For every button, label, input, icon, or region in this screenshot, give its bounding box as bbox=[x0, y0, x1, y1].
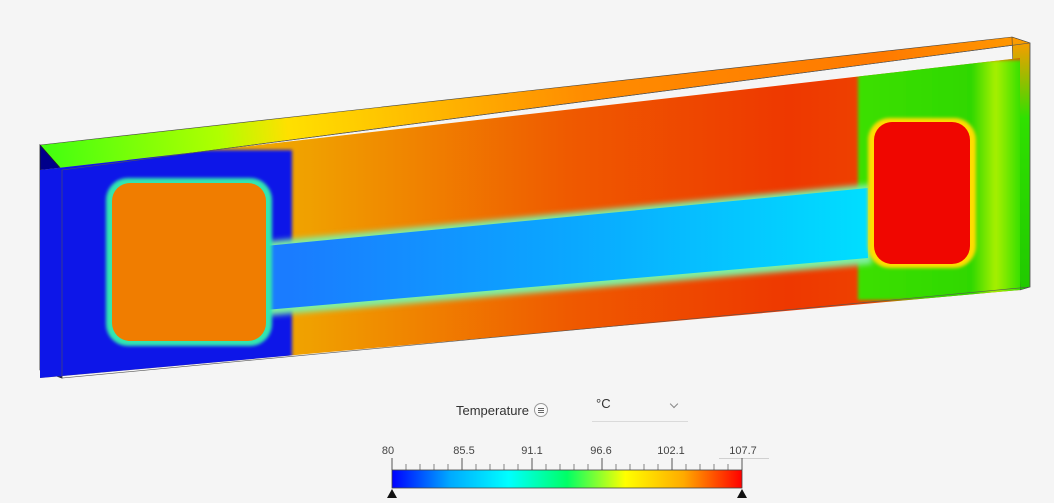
chevron-down-icon bbox=[669, 399, 679, 409]
max-range-handle[interactable] bbox=[737, 489, 747, 498]
legend-title: Temperature bbox=[456, 402, 529, 418]
legend-panel: Temperature °C 80 85.5 91.1 96.6 102.1 1… bbox=[0, 380, 1054, 503]
3d-viewport[interactable] bbox=[0, 0, 1054, 380]
colorbar-tick-label: 85.5 bbox=[453, 445, 475, 457]
unit-value: °C bbox=[596, 396, 611, 411]
colorbar-ticks bbox=[391, 458, 743, 470]
colorbar-gradient bbox=[391, 469, 743, 489]
colorbar-tick-label: 107.7 bbox=[729, 445, 757, 457]
max-value-box[interactable] bbox=[719, 442, 769, 459]
temperature-contour-model[interactable] bbox=[0, 0, 1054, 380]
unit-dropdown[interactable]: °C bbox=[592, 392, 688, 422]
colorbar-tick-label: 102.1 bbox=[657, 445, 685, 457]
colorbar-tick-label: 80 bbox=[381, 445, 395, 457]
min-range-handle[interactable] bbox=[387, 489, 397, 498]
legend-header: Temperature bbox=[456, 397, 548, 423]
colorbar-tick-label: 91.1 bbox=[521, 445, 543, 457]
list-menu-icon[interactable] bbox=[533, 403, 548, 417]
colorbar bbox=[387, 458, 747, 498]
colorbar-tick-label: 96.6 bbox=[590, 445, 612, 457]
